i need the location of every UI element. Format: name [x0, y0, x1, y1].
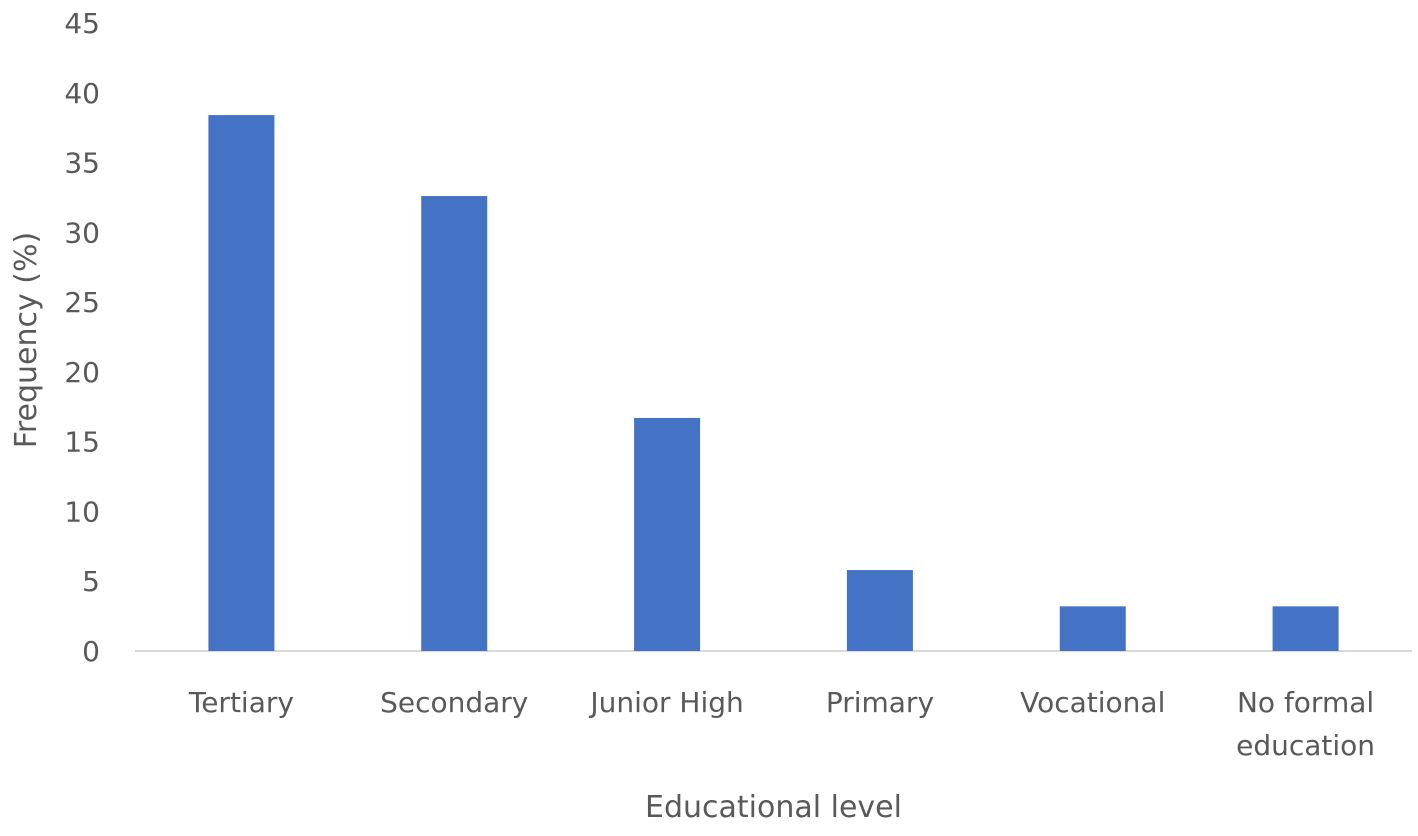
y-tick-label: 10: [64, 495, 100, 528]
y-axis-title: Frequency (%): [9, 232, 44, 448]
y-tick-label: 0: [82, 635, 100, 668]
x-tick-label: Junior High: [588, 686, 743, 719]
y-tick-label: 45: [64, 7, 100, 40]
bars: [208, 115, 1339, 651]
bar: [1272, 606, 1339, 651]
x-tick-label: Primary: [826, 686, 934, 719]
bar: [1059, 606, 1126, 651]
bar: [208, 115, 275, 651]
y-tick-label: 20: [64, 356, 100, 389]
y-tick-label: 25: [64, 286, 100, 319]
x-tick-label: Vocational: [1020, 686, 1165, 719]
y-tick-label: 30: [64, 216, 100, 249]
y-tick-label: 5: [82, 565, 100, 598]
bar: [421, 196, 488, 651]
bar: [846, 570, 913, 651]
x-axis-ticks: Tertiary Secondary Junior High Primary Vocat…: [188, 686, 1375, 762]
y-axis-ticks: 0 5 10 15 20 25 30 35 40 45: [64, 7, 100, 668]
x-axis-title: Educational level: [645, 790, 902, 825]
y-tick-label: 15: [64, 426, 100, 459]
bar: [634, 417, 701, 651]
y-tick-label: 40: [64, 77, 100, 110]
x-tick-label: Tertiary: [188, 686, 294, 719]
y-tick-label: 35: [64, 147, 100, 180]
x-tick-label: No formal education: [1236, 686, 1375, 762]
x-tick-label: Secondary: [380, 686, 528, 719]
